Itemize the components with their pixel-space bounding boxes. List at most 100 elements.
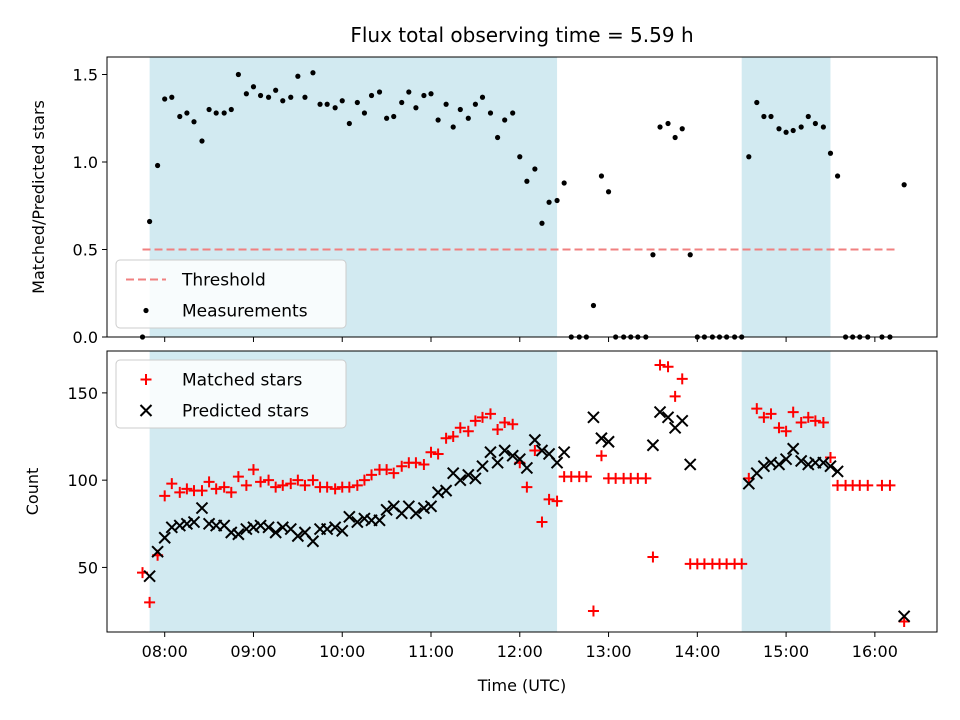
data-point — [432, 448, 444, 460]
data-point — [543, 493, 555, 505]
data-point — [391, 113, 397, 120]
y-tick-label: 150 — [67, 384, 98, 403]
data-point — [587, 411, 600, 424]
data-point — [498, 444, 511, 457]
data-point — [802, 458, 815, 471]
data-point — [862, 479, 874, 491]
data-point — [521, 481, 533, 493]
shaded-span — [741, 351, 831, 632]
data-point — [195, 501, 209, 515]
data-point — [742, 477, 756, 490]
data-point — [492, 424, 504, 436]
data-point — [794, 454, 808, 468]
data-point — [561, 180, 567, 186]
data-point — [758, 411, 770, 423]
data-point — [206, 106, 212, 113]
data-point — [590, 302, 597, 309]
data-point — [557, 446, 571, 459]
data-point — [447, 431, 459, 443]
data-point — [285, 478, 297, 490]
data-point — [210, 483, 222, 495]
data-point — [812, 120, 818, 127]
data-point — [232, 471, 244, 483]
data-point — [191, 119, 197, 125]
data-point — [757, 459, 771, 473]
data-point — [273, 87, 279, 93]
data-point — [358, 512, 371, 525]
data-point — [817, 456, 830, 469]
data-point — [824, 451, 836, 463]
data-point — [243, 91, 249, 97]
x-tick-label: 14:00 — [674, 642, 720, 661]
data-point — [484, 446, 497, 459]
data-point — [373, 514, 386, 527]
data-point — [181, 483, 193, 495]
x-tick-label: 10:00 — [319, 642, 365, 661]
data-point — [376, 89, 383, 95]
legend-box — [115, 359, 347, 429]
data-point — [162, 96, 168, 102]
y-tick-label: 50 — [78, 558, 98, 577]
data-point — [650, 252, 656, 258]
data-point — [476, 411, 488, 423]
data-point — [143, 569, 156, 583]
data-point — [751, 403, 763, 415]
legend-label: Threshold — [181, 271, 266, 291]
y-tick-label: 0.5 — [73, 241, 98, 260]
data-point — [665, 120, 671, 127]
legend-marker — [143, 307, 149, 314]
data-point — [421, 92, 427, 99]
data-point — [754, 99, 760, 106]
data-point — [507, 418, 519, 430]
data-point — [776, 126, 782, 132]
data-point — [257, 92, 264, 99]
data-point — [199, 138, 205, 144]
chart-title: Flux total observing time = 5.59 h — [350, 23, 693, 47]
data-point — [240, 479, 252, 491]
data-point — [439, 484, 453, 497]
data-point — [255, 476, 267, 488]
data-point — [180, 517, 194, 530]
data-point — [465, 115, 471, 121]
data-point — [790, 127, 796, 134]
data-point — [679, 126, 685, 132]
data-point — [487, 110, 494, 116]
data-point — [225, 486, 237, 498]
data-point — [366, 469, 378, 481]
data-point — [417, 501, 431, 515]
data-point — [646, 439, 660, 452]
data-point — [262, 521, 275, 534]
data-point — [428, 91, 434, 97]
data-point — [187, 515, 201, 529]
y-tick-label: 1.5 — [73, 66, 98, 85]
data-point — [328, 521, 342, 534]
data-point — [147, 218, 153, 225]
data-point — [602, 435, 615, 448]
data-point — [339, 98, 345, 104]
data-point — [228, 106, 234, 113]
data-point — [247, 521, 260, 534]
data-point — [550, 456, 564, 469]
data-point — [476, 459, 489, 473]
data-point — [779, 453, 793, 466]
data-point — [232, 528, 245, 541]
data-point — [898, 616, 910, 628]
data-point — [587, 605, 599, 617]
data-point — [736, 558, 748, 570]
data-point — [805, 113, 811, 120]
data-point — [484, 408, 496, 420]
data-point — [598, 173, 605, 179]
data-point — [361, 110, 368, 116]
data-point — [413, 105, 419, 111]
data-point — [450, 124, 456, 130]
plot-frame — [106, 350, 938, 633]
data-point — [154, 162, 161, 169]
x-tick-label: 08:00 — [142, 642, 188, 661]
data-point — [684, 458, 697, 471]
data-point — [358, 474, 370, 486]
data-point — [346, 120, 352, 127]
data-point — [213, 110, 219, 116]
data-point — [672, 134, 678, 141]
data-point — [329, 483, 341, 495]
data-point — [440, 432, 452, 444]
